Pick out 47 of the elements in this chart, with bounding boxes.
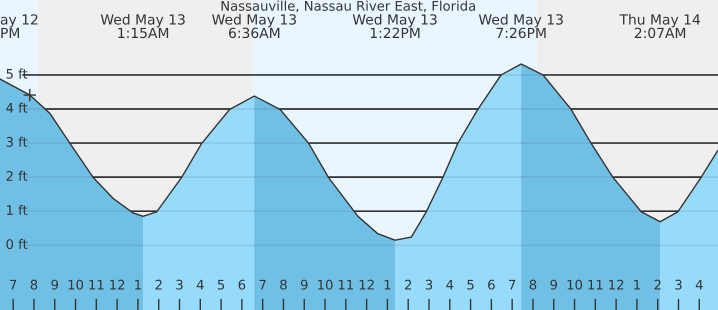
x-tick-label: 2 [155,280,162,290]
x-tick-label: 2 [404,280,412,290]
chart-title: Nassauville, Nassau River East, Florida [222,0,475,12]
x-tick-label: 7 [10,280,16,290]
x-tick-label: 8 [530,280,536,290]
x-tick-label: 1 [384,280,390,290]
annotation: Thu May 14 2:07AM [619,14,700,38]
annotation: Wed May 13 1:22PM [352,14,437,38]
x-tick-label: 12 [609,280,624,290]
x-tick-label: 11 [89,280,104,290]
x-tick-label: 6 [238,280,246,290]
x-tick-label: 9 [550,280,558,290]
x-tick-label: 1 [634,280,640,290]
x-tick-label: 7 [509,280,516,290]
x-tick-label: 7 [260,280,266,290]
x-tick-label: 10 [568,280,582,290]
x-tick-label: 2 [654,280,661,290]
x-tick-label: 9 [51,280,58,290]
x-tick-label: 4 [696,280,703,290]
annotation: ay 12 PM [0,14,38,38]
x-tick-label: 11 [338,280,354,290]
x-tick-label: 3 [176,280,183,290]
x-tick-label: 5 [467,280,474,290]
annotation: Wed May 13 1:15AM [100,14,185,38]
x-tick-label: 12 [110,280,124,290]
x-tick-label: 4 [446,280,454,290]
x-tick-label: 5 [218,280,224,290]
x-tick-label: 1 [135,280,141,290]
x-tick-label: 10 [318,280,333,290]
x-tick-label: 3 [675,280,682,290]
x-tick-label: 11 [588,280,603,290]
y-tick-label: 1 ft [7,204,28,215]
x-tick-label: 4 [196,280,204,290]
x-tick-label: 12 [360,280,374,290]
annotation: Wed May 13 7:26PM [478,14,563,38]
x-tick-label: 8 [280,280,287,290]
x-tick-label: 6 [488,280,495,290]
y-tick-label: 4 ft [6,102,28,113]
x-tick-label: 10 [68,280,84,290]
x-tick-label: 9 [300,280,308,290]
y-tick-label: 5 ft [6,68,28,79]
annotation: Wed May 13 6:36AM [212,14,296,38]
y-tick-label: 0 ft [6,238,28,250]
x-tick-label: 3 [426,280,432,290]
y-tick-label: 2 ft [6,170,28,181]
x-tick-label: 8 [30,280,38,290]
y-tick-label: 3 ft [6,136,28,147]
